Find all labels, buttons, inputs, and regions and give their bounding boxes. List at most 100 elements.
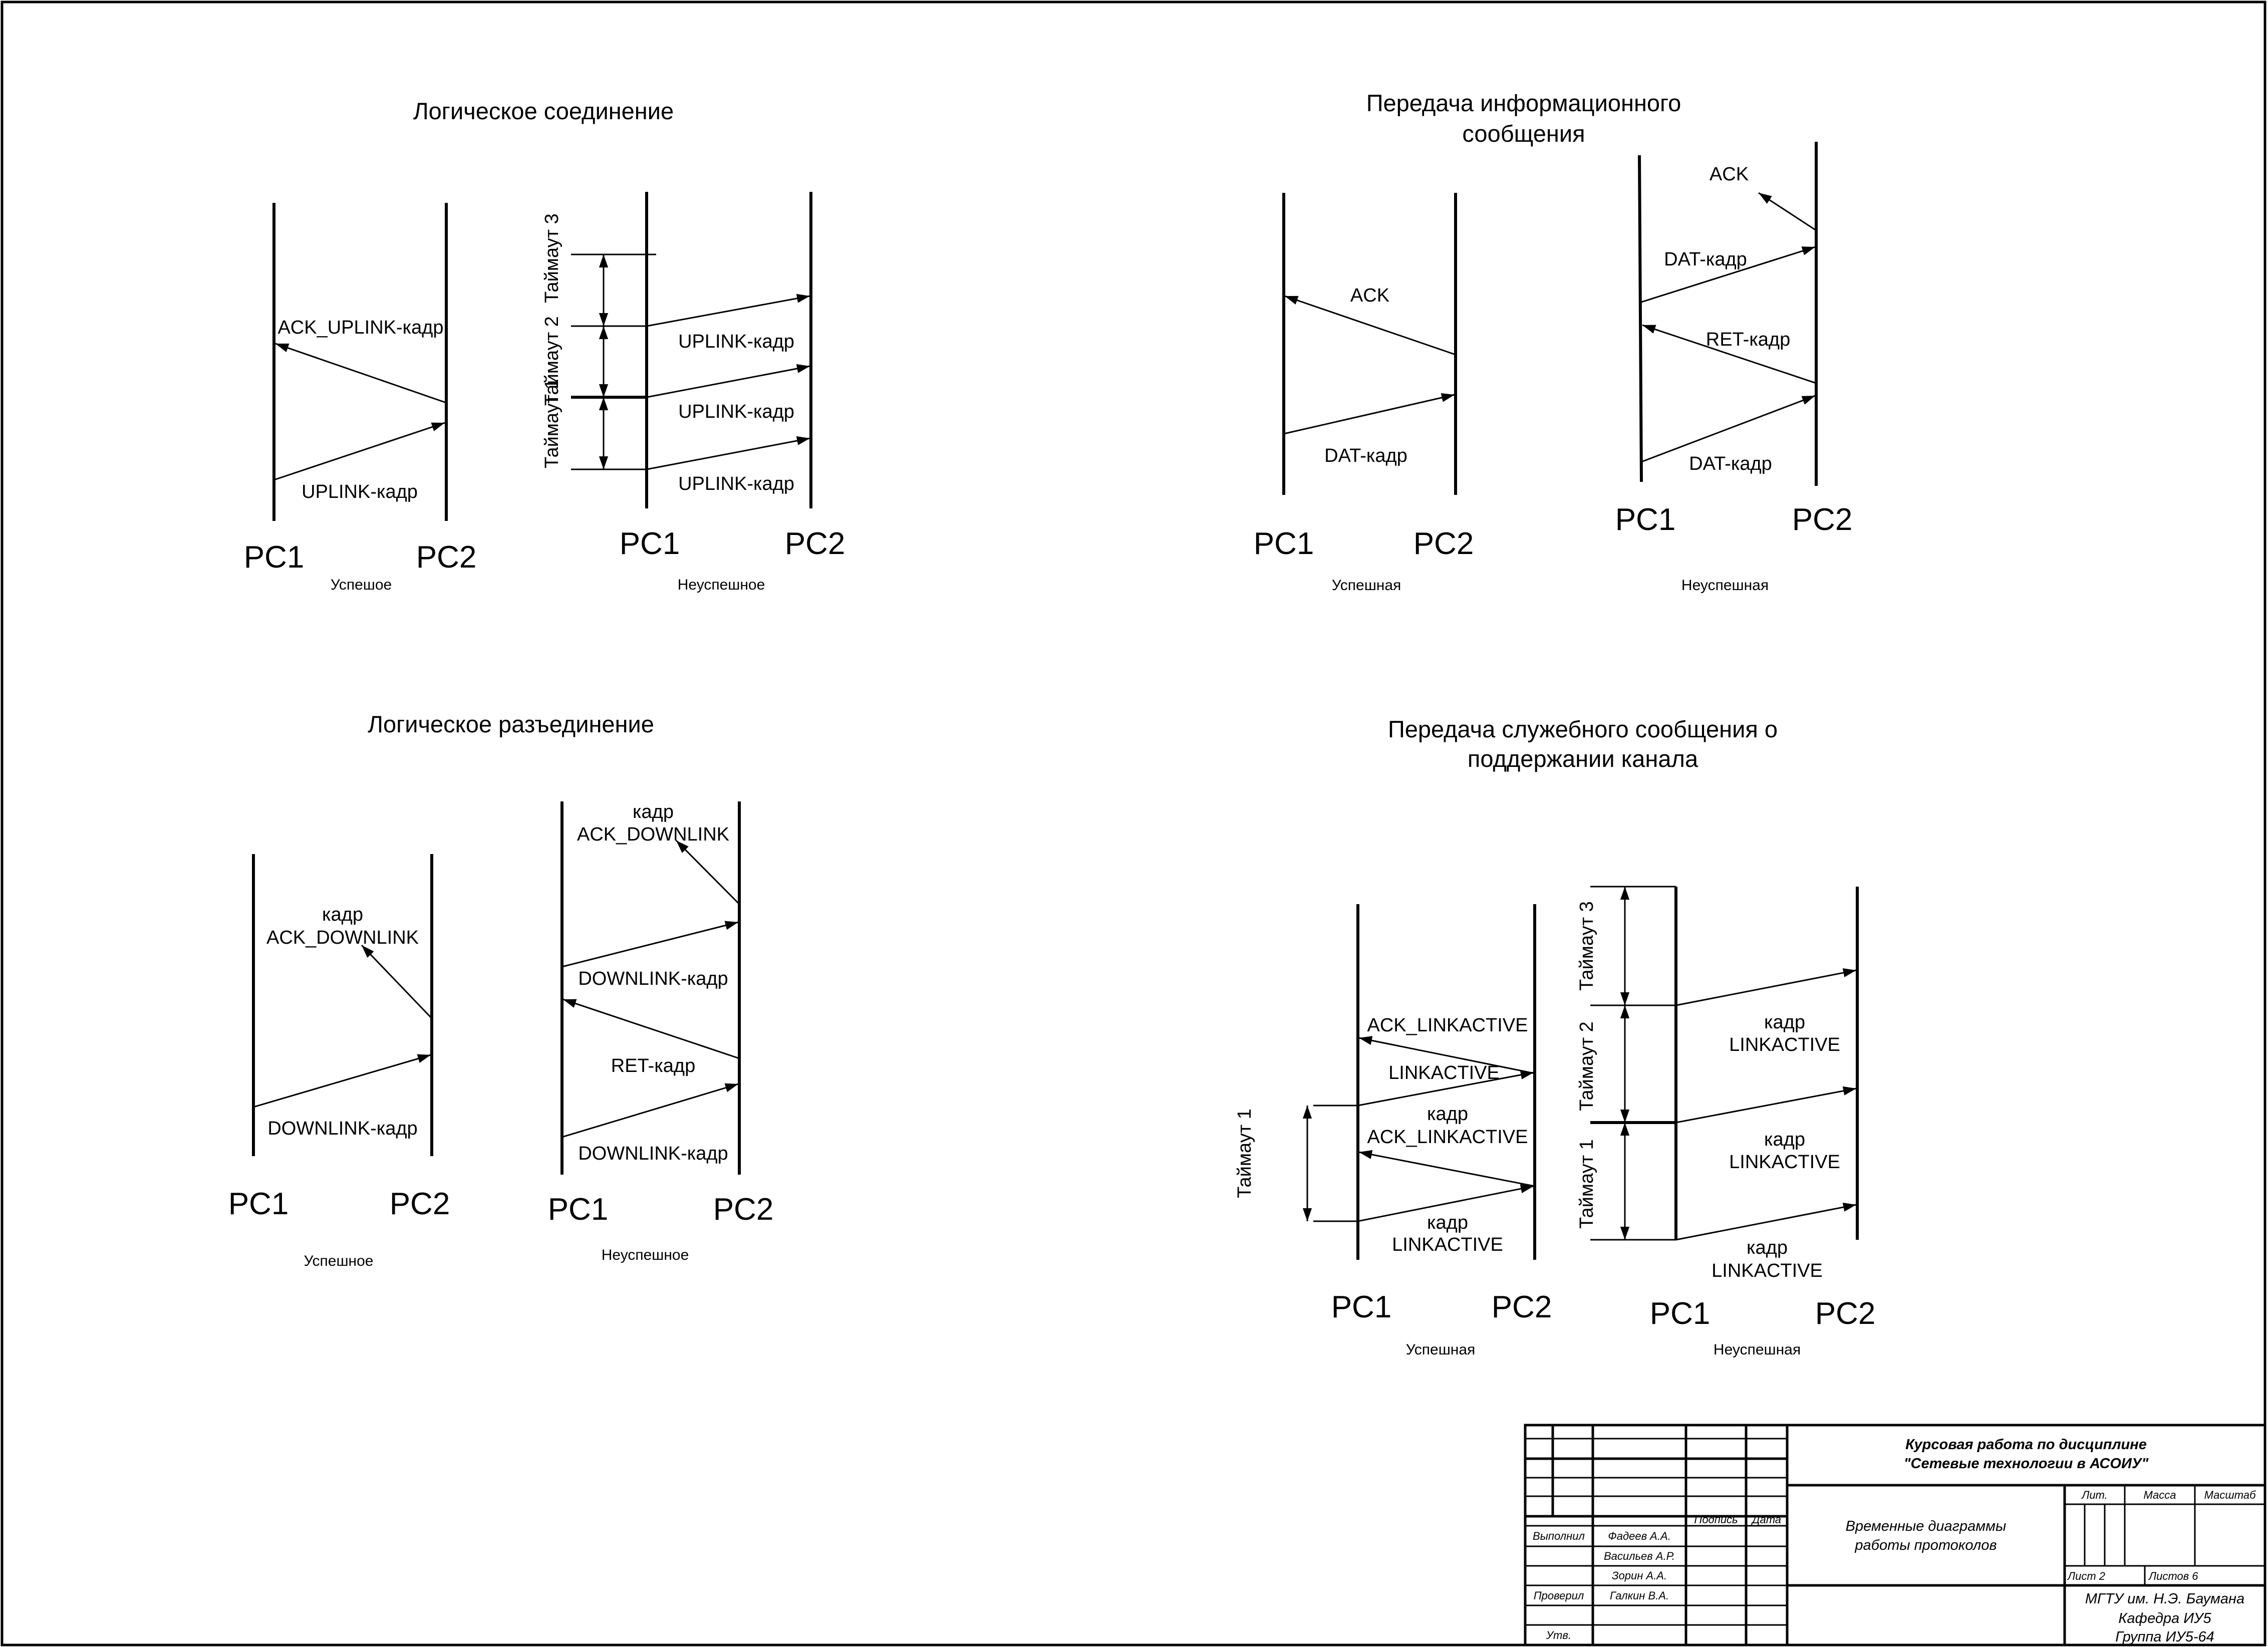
arrow-label: ACK <box>1350 285 1389 306</box>
arrow-label: ACK_LINKACTIVE <box>1367 1127 1528 1148</box>
station-label-pc2: PC2 <box>1815 1296 1876 1331</box>
arrow-label: UPLINK-кадр <box>678 401 794 422</box>
station-label-pc1: PC1 <box>620 526 680 561</box>
arrow-label: ACK_DOWNLINK <box>266 927 419 948</box>
timeout-label: Таймаут 3 <box>541 213 562 303</box>
header-mass: Масса <box>2143 1489 2176 1501</box>
arrow-label: DOWNLINK-кадр <box>267 1118 417 1139</box>
arrow-label: ACK_DOWNLINK <box>577 824 729 845</box>
row-checked: Проверил <box>1534 1589 1584 1602</box>
sheet-number: Лист 2 <box>2067 1570 2105 1582</box>
course-title: Курсовая работа по дисциплине <box>1905 1437 2147 1453</box>
arrow-ret <box>1642 324 1817 384</box>
connection-failure: Таймаут 1 Таймаут 2 Таймаут 3 UPLINK-кад… <box>541 192 845 593</box>
person-name: Васильев А.Р. <box>1604 1550 1675 1562</box>
column-date: Дата <box>1751 1513 1781 1526</box>
station-label-pc2: PC2 <box>390 1187 450 1221</box>
document-title: работы протоколов <box>1854 1537 1997 1553</box>
diagram-keepalive: Передача служебного сообщения о поддержа… <box>1234 716 1875 1358</box>
arrow-label: RET-кадр <box>611 1055 695 1076</box>
diagram-caption: Успешная <box>1332 577 1401 594</box>
arrow-label: LINKACTIVE <box>1712 1260 1823 1281</box>
arrow-label: DAT-кадр <box>1664 249 1747 270</box>
arrow-dat <box>1283 393 1455 435</box>
station-label-pc1: PC1 <box>1650 1296 1711 1331</box>
arrow-uplink <box>646 436 810 470</box>
keepalive-success: Таймаут 1 ACK_LINKACTIVE LINKACTIVE кадр… <box>1234 904 1552 1358</box>
arrow-label: кадр <box>1747 1237 1788 1258</box>
diagram-caption: Успешная <box>1406 1341 1476 1358</box>
organization: МГТУ им. Н.Э. Баумана <box>2085 1591 2244 1607</box>
arrow-linkactive <box>1675 1086 1857 1124</box>
arrow-downlink <box>561 921 739 968</box>
arrow-ack <box>1758 192 1817 231</box>
arrow-label: кадр <box>1427 1104 1468 1125</box>
arrow-uplink <box>273 422 445 481</box>
arrow-label: ACK <box>1710 164 1749 185</box>
arrow-label: UPLINK-кадр <box>678 331 794 352</box>
arrow-label: ACK_LINKACTIVE <box>1367 1015 1528 1036</box>
person-name: Зорин А.А. <box>1612 1569 1667 1582</box>
arrow-label: LINKACTIVE <box>1729 1152 1840 1173</box>
arrow-ack-downlink <box>361 944 433 1019</box>
diagram-logical-connection: Логическое соединение ACK_UPLINK-кадр UP… <box>244 98 845 593</box>
arrow-label: DOWNLINK-кадр <box>578 1143 728 1164</box>
person-name: Галкин В.А. <box>1610 1589 1669 1602</box>
station-label-pc1: PC1 <box>1331 1290 1392 1324</box>
timeout-label: Таймаут 2 <box>541 316 562 406</box>
arrow-label: кадр <box>1764 1012 1805 1033</box>
arrow-label: кадр <box>1764 1129 1805 1150</box>
arrow-dat <box>1641 246 1816 303</box>
station-label-pc2: PC2 <box>785 526 845 561</box>
data-failure: ACK DAT-кадр RET-кадр DAT-кадр PC1 PC2 Н… <box>1615 142 1853 594</box>
header-lit: Лит. <box>2081 1489 2108 1501</box>
row-performed: Выполнил <box>1533 1530 1585 1542</box>
arrow-label: UPLINK-кадр <box>302 481 418 502</box>
arrow-label: RET-кадр <box>1706 329 1790 350</box>
data-success: ACK DAT-кадр PC1 PC2 Успешная <box>1254 193 1474 594</box>
document-title: Временные диаграммы <box>1846 1518 2007 1534</box>
diagram-title: Передача служебного сообщения о <box>1388 716 1778 742</box>
arrow-label: LINKACTIVE <box>1388 1062 1500 1083</box>
column-signature: Подпись <box>1694 1513 1738 1526</box>
timeout-label: Таймаут 1 <box>541 379 562 468</box>
diagram-caption: Неуспешная <box>1681 577 1769 594</box>
diagram-title: поддержании канала <box>1468 745 1698 772</box>
arrow-linkactive <box>1675 968 1857 1006</box>
arrow-linkactive <box>1675 1203 1857 1241</box>
station-label-pc1: PC1 <box>244 540 305 575</box>
diagram-data-transfer: Передача информационного сообщения ACK D… <box>1254 90 1853 594</box>
arrow-label: DAT-кадр <box>1324 445 1407 466</box>
arrow-dat <box>1641 395 1816 463</box>
arrow-ret <box>562 998 740 1059</box>
station-label-pc1: PC1 <box>1615 502 1676 537</box>
arrow-linkactive <box>1357 1184 1534 1222</box>
station-label-pc2: PC2 <box>1792 502 1853 537</box>
diagram-title: Передача информационного <box>1366 90 1681 116</box>
diagram-title: сообщения <box>1462 120 1585 147</box>
arrow-ack <box>1284 295 1456 356</box>
arrow-ack-downlink <box>675 840 740 905</box>
disconnection-failure: кадр ACK_DOWNLINK DOWNLINK-кадр RET-кадр… <box>548 801 773 1263</box>
station-label-pc1: PC1 <box>1254 526 1314 561</box>
diagram-caption: Успешное <box>304 1253 374 1269</box>
diagram-title: Логическое соединение <box>413 98 674 124</box>
keepalive-failure: Таймаут 1 Таймаут 2 Таймаут 3 кадр LINKA… <box>1576 886 1876 1358</box>
diagram-title: Логическое разъединение <box>368 711 654 737</box>
station-label-pc2: PC2 <box>416 540 477 575</box>
diagram-caption: Успешое <box>331 577 392 593</box>
arrow-ack-linkactive <box>1358 1036 1535 1074</box>
timeout-label: Таймаут 1 <box>1576 1139 1597 1229</box>
sheet-count: Листов 6 <box>2148 1570 2198 1582</box>
arrow-label: кадр <box>322 904 363 925</box>
arrow-uplink <box>646 294 810 327</box>
row-approved: Утв. <box>1546 1629 1571 1641</box>
diagram-logical-disconnection: Логическое разъединение кадр ACK_DOWNLIN… <box>228 711 774 1269</box>
header-scale: Масштаб <box>2204 1489 2256 1501</box>
arrow-ack-linkactive <box>1358 1150 1535 1187</box>
arrow-label: DOWNLINK-кадр <box>578 968 728 989</box>
person-name: Фадеев А.А. <box>1608 1530 1671 1542</box>
timeout-label: Таймаут 1 <box>1234 1109 1255 1198</box>
